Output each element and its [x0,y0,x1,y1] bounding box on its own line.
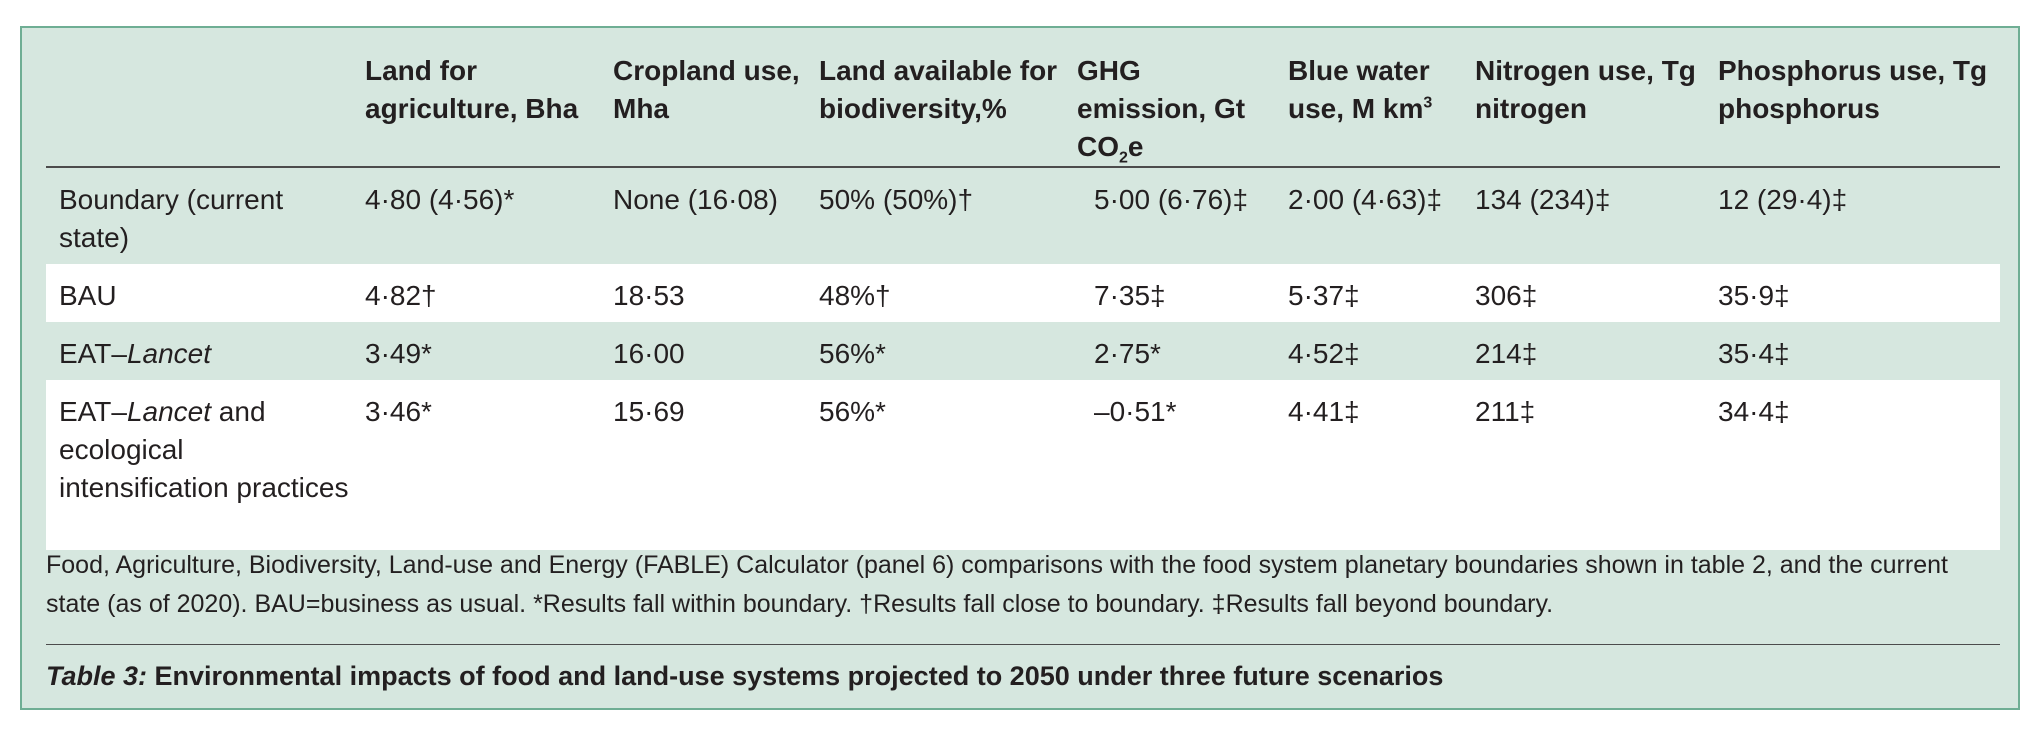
table-cell: 35·4‡ [1705,322,2000,380]
table-row: Boundary (current state) 4·80 (4·56)* No… [46,167,2000,264]
table-cell: 48%† [806,264,1064,322]
table-cell: 4·52‡ [1275,322,1462,380]
table-cell: 134 (234)‡ [1462,167,1705,264]
table-cell: 214‡ [1462,322,1705,380]
table-row: EAT–Lancet and ecological intensificatio… [46,380,2000,550]
data-table: Land for agriculture, Bha Cropland use, … [46,28,2000,550]
header-cropland-use: Cropland use, Mha [600,28,806,168]
table-row: EAT–Lancet 3·49* 16·00 56%* 2·75* 4·52‡ … [46,322,2000,380]
header-ghg-after: e [1127,131,1144,162]
header-water-superscript: 3 [1423,94,1433,112]
table-title-label: Table 3: [46,661,148,691]
header-water-text: Blue water use, M km [1288,55,1430,124]
caption-divider [46,644,2000,645]
table-cell: 7·35‡ [1064,264,1275,322]
table-cell: 3·46* [352,380,600,550]
header-blue-water: Blue water use, M km3 [1275,28,1462,168]
table-cell: 15·69 [600,380,806,550]
table-cell: 306‡ [1462,264,1705,322]
header-cell-empty [46,28,352,168]
table-cell: 34·4‡ [1705,380,2000,550]
table-cell: –0·51* [1064,380,1275,550]
table-panel: Land for agriculture, Bha Cropland use, … [20,26,2020,710]
table-cell: 4·41‡ [1275,380,1462,550]
header-ghg-emission: GHG emission, Gt CO2e [1064,28,1275,168]
table-cell: 18·53 [600,264,806,322]
table-row: BAU 4·82† 18·53 48%† 7·35‡ 5·37‡ 306‡ 35… [46,264,2000,322]
data-table-wrapper: Land for agriculture, Bha Cropland use, … [46,28,2000,550]
row-label-italic: Lancet [126,338,212,369]
table-cell: 35·9‡ [1705,264,2000,322]
table-cell: 2·75* [1064,322,1275,380]
row-label-prefix: EAT– [59,396,127,427]
table-cell: 5·37‡ [1275,264,1462,322]
header-phosphorus-use: Phosphorus use, Tg phosphorus [1705,28,2000,168]
header-row: Land for agriculture, Bha Cropland use, … [46,28,2000,168]
table-cell: 211‡ [1462,380,1705,550]
table-caption: Food, Agriculture, Biodiversity, Land-us… [46,551,1948,618]
row-label-suffix: and ecological intensification practices [59,396,349,503]
table-cell: 4·80 (4·56)* [352,167,600,264]
table-title: Table 3: Environmental impacts of food a… [46,658,1443,694]
table-title-text: Environmental impacts of food and land-u… [147,661,1444,691]
table-cell: 3·49* [352,322,600,380]
row-label-italic: Lancet [126,396,212,427]
table-cell: 12 (29·4)‡ [1705,167,2000,264]
row-label-prefix: EAT– [59,338,127,369]
table-cell: 5·00 (6·76)‡ [1064,167,1275,264]
header-ghg-subscript: 2 [1119,149,1128,167]
row-label-eat-lancet-ecological: EAT–Lancet and ecological intensificatio… [46,380,352,550]
table-cell: None (16·08) [600,167,806,264]
table-cell: 50% (50%)† [806,167,1064,264]
table-cell: 16·00 [600,322,806,380]
table-cell: 4·82† [352,264,600,322]
table-cell: 2·00 (4·63)‡ [1275,167,1462,264]
row-label-boundary: Boundary (current state) [46,167,352,264]
table-cell: 56%* [806,322,1064,380]
header-land-agriculture: Land for agriculture, Bha [352,28,600,168]
header-land-biodiversity: Land available for biodiversity,% [806,28,1064,168]
header-nitrogen-use: Nitrogen use, Tg nitrogen [1462,28,1705,168]
row-label-eat-lancet: EAT–Lancet [46,322,352,380]
table-cell: 56%* [806,380,1064,550]
row-label-bau: BAU [46,264,352,322]
header-ghg-text: GHG emission, Gt CO [1077,55,1246,162]
